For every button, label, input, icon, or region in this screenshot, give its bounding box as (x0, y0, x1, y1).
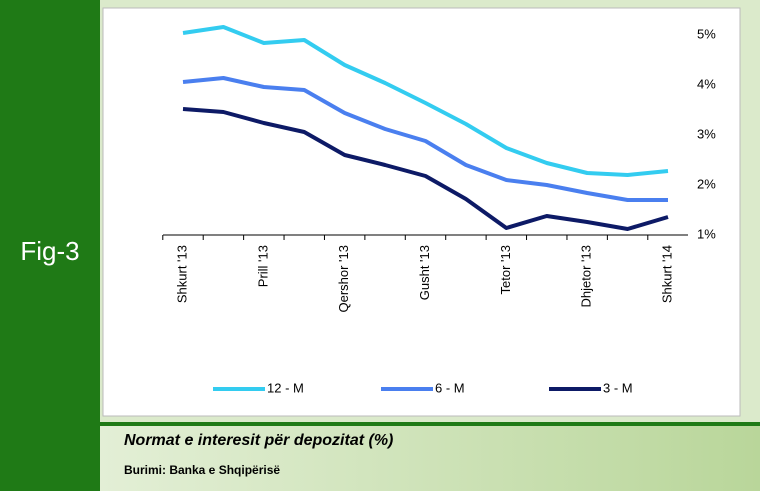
y-tick-label: 2% (697, 176, 716, 191)
caption-band (100, 422, 760, 491)
x-tick-label: Shkurt '14 (659, 245, 674, 303)
figure-label: Fig-3 (20, 236, 79, 266)
line-series (182, 107, 669, 231)
caption: Normat e interesit për depozitat (%) (124, 432, 393, 449)
legend-label: 12 - M (267, 380, 304, 395)
y-tick-label: 4% (697, 76, 716, 91)
x-tick-label: Tetor '13 (498, 245, 513, 294)
chart-area (102, 7, 741, 417)
line-series (182, 76, 668, 202)
x-tick-label: Gusht '13 (417, 245, 432, 300)
y-tick-label: 3% (697, 126, 716, 141)
y-tick-label: 1% (697, 226, 716, 241)
sidebar (0, 0, 100, 491)
x-tick-label: Qershor '13 (336, 245, 351, 313)
x-tick-label: Prill '13 (255, 245, 270, 287)
legend-label: 3 - M (603, 380, 633, 395)
line-series (182, 25, 669, 177)
legend-label: 6 - M (435, 380, 465, 395)
x-tick-label: Dhjetor '13 (579, 245, 594, 307)
y-tick-label: 5% (697, 26, 716, 41)
caption-rule (100, 422, 760, 426)
source: Burimi: Banka e Shqipërisë (124, 463, 280, 477)
x-tick-label: Shkurt '13 (174, 245, 189, 303)
